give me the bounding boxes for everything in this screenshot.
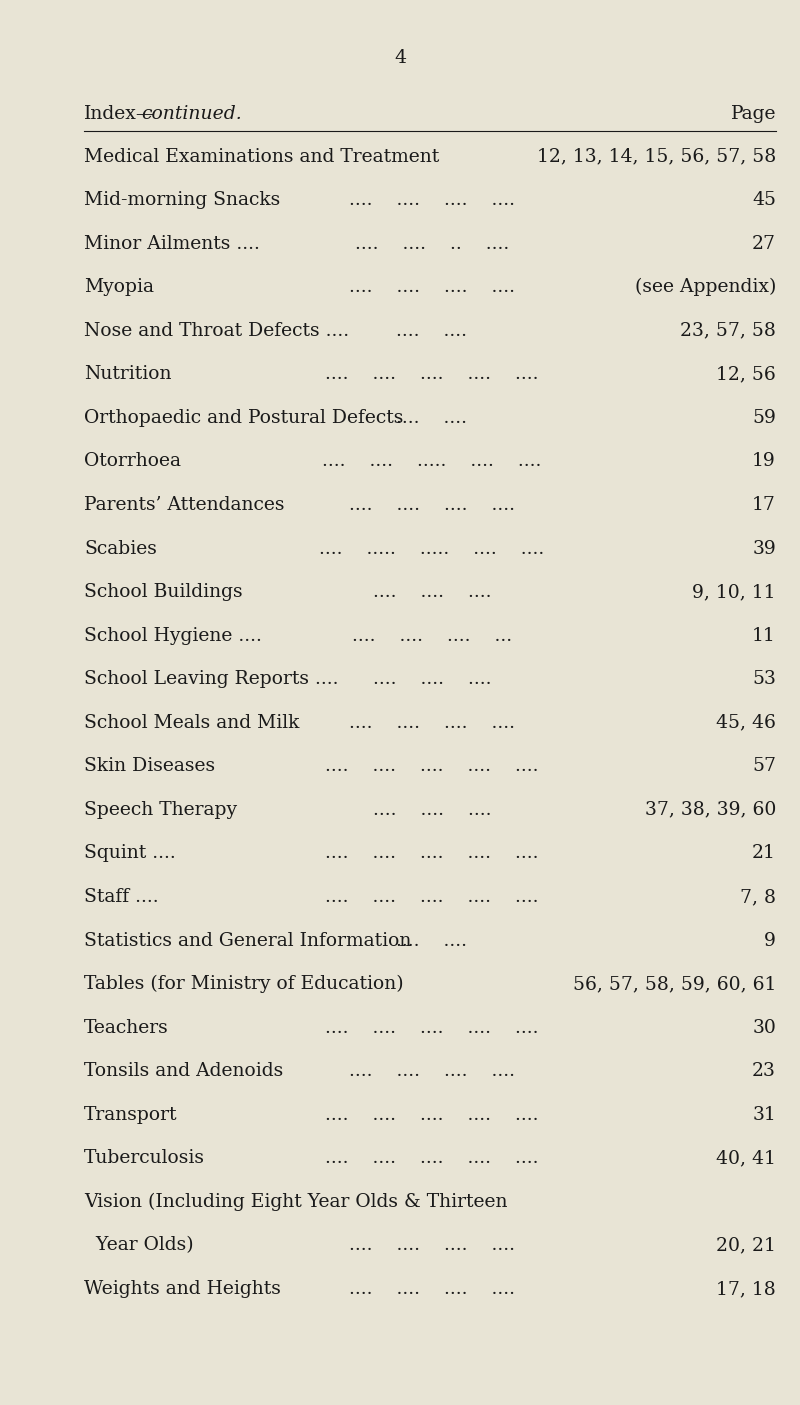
Text: ....    ....    ....    ....: .... .... .... .... [349, 1280, 515, 1298]
Text: ....    ....    ....    ....: .... .... .... .... [349, 496, 515, 514]
Text: Myopia: Myopia [84, 278, 154, 296]
Text: School Leaving Reports ....: School Leaving Reports .... [84, 670, 338, 688]
Text: 12, 56: 12, 56 [716, 365, 776, 384]
Text: 20, 21: 20, 21 [716, 1236, 776, 1255]
Text: Otorrhoea: Otorrhoea [84, 452, 181, 471]
Text: Statistics and General Information: Statistics and General Information [84, 932, 411, 950]
Text: 23, 57, 58: 23, 57, 58 [680, 322, 776, 340]
Text: 57: 57 [752, 757, 776, 776]
Text: ....    ....: .... .... [397, 322, 467, 340]
Text: Squint ....: Squint .... [84, 844, 176, 863]
Text: Staff ....: Staff .... [84, 888, 158, 906]
Text: Minor Ailments ....: Minor Ailments .... [84, 235, 260, 253]
Text: 7, 8: 7, 8 [740, 888, 776, 906]
Text: Page: Page [730, 105, 776, 124]
Text: ....    ....    ....    ....: .... .... .... .... [349, 191, 515, 209]
Text: ....    ....    ....: .... .... .... [373, 670, 491, 688]
Text: Tuberculosis: Tuberculosis [84, 1149, 205, 1168]
Text: ....    ....    ....    ....: .... .... .... .... [349, 714, 515, 732]
Text: ....    ....    ....    ....: .... .... .... .... [349, 278, 515, 296]
Text: Mid-morning Snacks: Mid-morning Snacks [84, 191, 280, 209]
Text: Orthopaedic and Postural Defects: Orthopaedic and Postural Defects [84, 409, 403, 427]
Text: School Meals and Milk: School Meals and Milk [84, 714, 299, 732]
Text: Transport: Transport [84, 1106, 178, 1124]
Text: School Hygiene ....: School Hygiene .... [84, 627, 262, 645]
Text: Speech Therapy: Speech Therapy [84, 801, 237, 819]
Text: ....    ....    ....    ....    ....: .... .... .... .... .... [326, 1019, 538, 1037]
Text: 53: 53 [752, 670, 776, 688]
Text: 37, 38, 39, 60: 37, 38, 39, 60 [645, 801, 776, 819]
Text: ....    ....    ....    ....: .... .... .... .... [349, 1062, 515, 1080]
Text: 56, 57, 58, 59, 60, 61: 56, 57, 58, 59, 60, 61 [573, 975, 776, 993]
Text: ....    ....    ....: .... .... .... [373, 583, 491, 601]
Text: 23: 23 [752, 1062, 776, 1080]
Text: Skin Diseases: Skin Diseases [84, 757, 215, 776]
Text: Vision (Including Eight Year Olds & Thirteen: Vision (Including Eight Year Olds & Thir… [84, 1193, 507, 1211]
Text: ....    ....    ....    ....    ....: .... .... .... .... .... [326, 844, 538, 863]
Text: Medical Examinations and Treatment: Medical Examinations and Treatment [84, 148, 439, 166]
Text: ....    ....: .... .... [397, 409, 467, 427]
Text: 11: 11 [752, 627, 776, 645]
Text: ....    ....    ....: .... .... .... [373, 801, 491, 819]
Text: Year Olds): Year Olds) [84, 1236, 194, 1255]
Text: Teachers: Teachers [84, 1019, 169, 1037]
Text: 45, 46: 45, 46 [716, 714, 776, 732]
Text: 4: 4 [394, 49, 406, 67]
Text: continued.: continued. [142, 105, 242, 124]
Text: 39: 39 [752, 540, 776, 558]
Text: 17, 18: 17, 18 [716, 1280, 776, 1298]
Text: ....    ....: .... .... [397, 932, 467, 950]
Text: 31: 31 [752, 1106, 776, 1124]
Text: Nutrition: Nutrition [84, 365, 171, 384]
Text: 17: 17 [752, 496, 776, 514]
Text: ....    .....    .....    ....    ....: .... ..... ..... .... .... [319, 540, 545, 558]
Text: 9: 9 [764, 932, 776, 950]
Text: Index—: Index— [84, 105, 156, 124]
Text: ....    ....    ....    ....    ....: .... .... .... .... .... [326, 1149, 538, 1168]
Text: ....    ....    ....    ....: .... .... .... .... [349, 1236, 515, 1255]
Text: ....    ....    ....    ....    ....: .... .... .... .... .... [326, 757, 538, 776]
Text: ....    ....    ....    ....    ....: .... .... .... .... .... [326, 888, 538, 906]
Text: ....    ....    ..    ....: .... .... .. .... [355, 235, 509, 253]
Text: ....    ....    ....    ....    ....: .... .... .... .... .... [326, 365, 538, 384]
Text: ....    ....    .....    ....    ....: .... .... ..... .... .... [322, 452, 542, 471]
Text: 59: 59 [752, 409, 776, 427]
Text: 19: 19 [752, 452, 776, 471]
Text: Scabies: Scabies [84, 540, 157, 558]
Text: ....    ....    ....    ...: .... .... .... ... [352, 627, 512, 645]
Text: 21: 21 [752, 844, 776, 863]
Text: 30: 30 [752, 1019, 776, 1037]
Text: 27: 27 [752, 235, 776, 253]
Text: 40, 41: 40, 41 [716, 1149, 776, 1168]
Text: ....    ....    ....    ....    ....: .... .... .... .... .... [326, 1106, 538, 1124]
Text: Tables (for Ministry of Education): Tables (for Ministry of Education) [84, 975, 404, 993]
Text: Weights and Heights: Weights and Heights [84, 1280, 281, 1298]
Text: Tonsils and Adenoids: Tonsils and Adenoids [84, 1062, 283, 1080]
Text: (see Appendix): (see Appendix) [634, 278, 776, 296]
Text: Parents’ Attendances: Parents’ Attendances [84, 496, 285, 514]
Text: 45: 45 [752, 191, 776, 209]
Text: School Buildings: School Buildings [84, 583, 242, 601]
Text: 12, 13, 14, 15, 56, 57, 58: 12, 13, 14, 15, 56, 57, 58 [537, 148, 776, 166]
Text: 9, 10, 11: 9, 10, 11 [693, 583, 776, 601]
Text: Nose and Throat Defects ....: Nose and Throat Defects .... [84, 322, 349, 340]
